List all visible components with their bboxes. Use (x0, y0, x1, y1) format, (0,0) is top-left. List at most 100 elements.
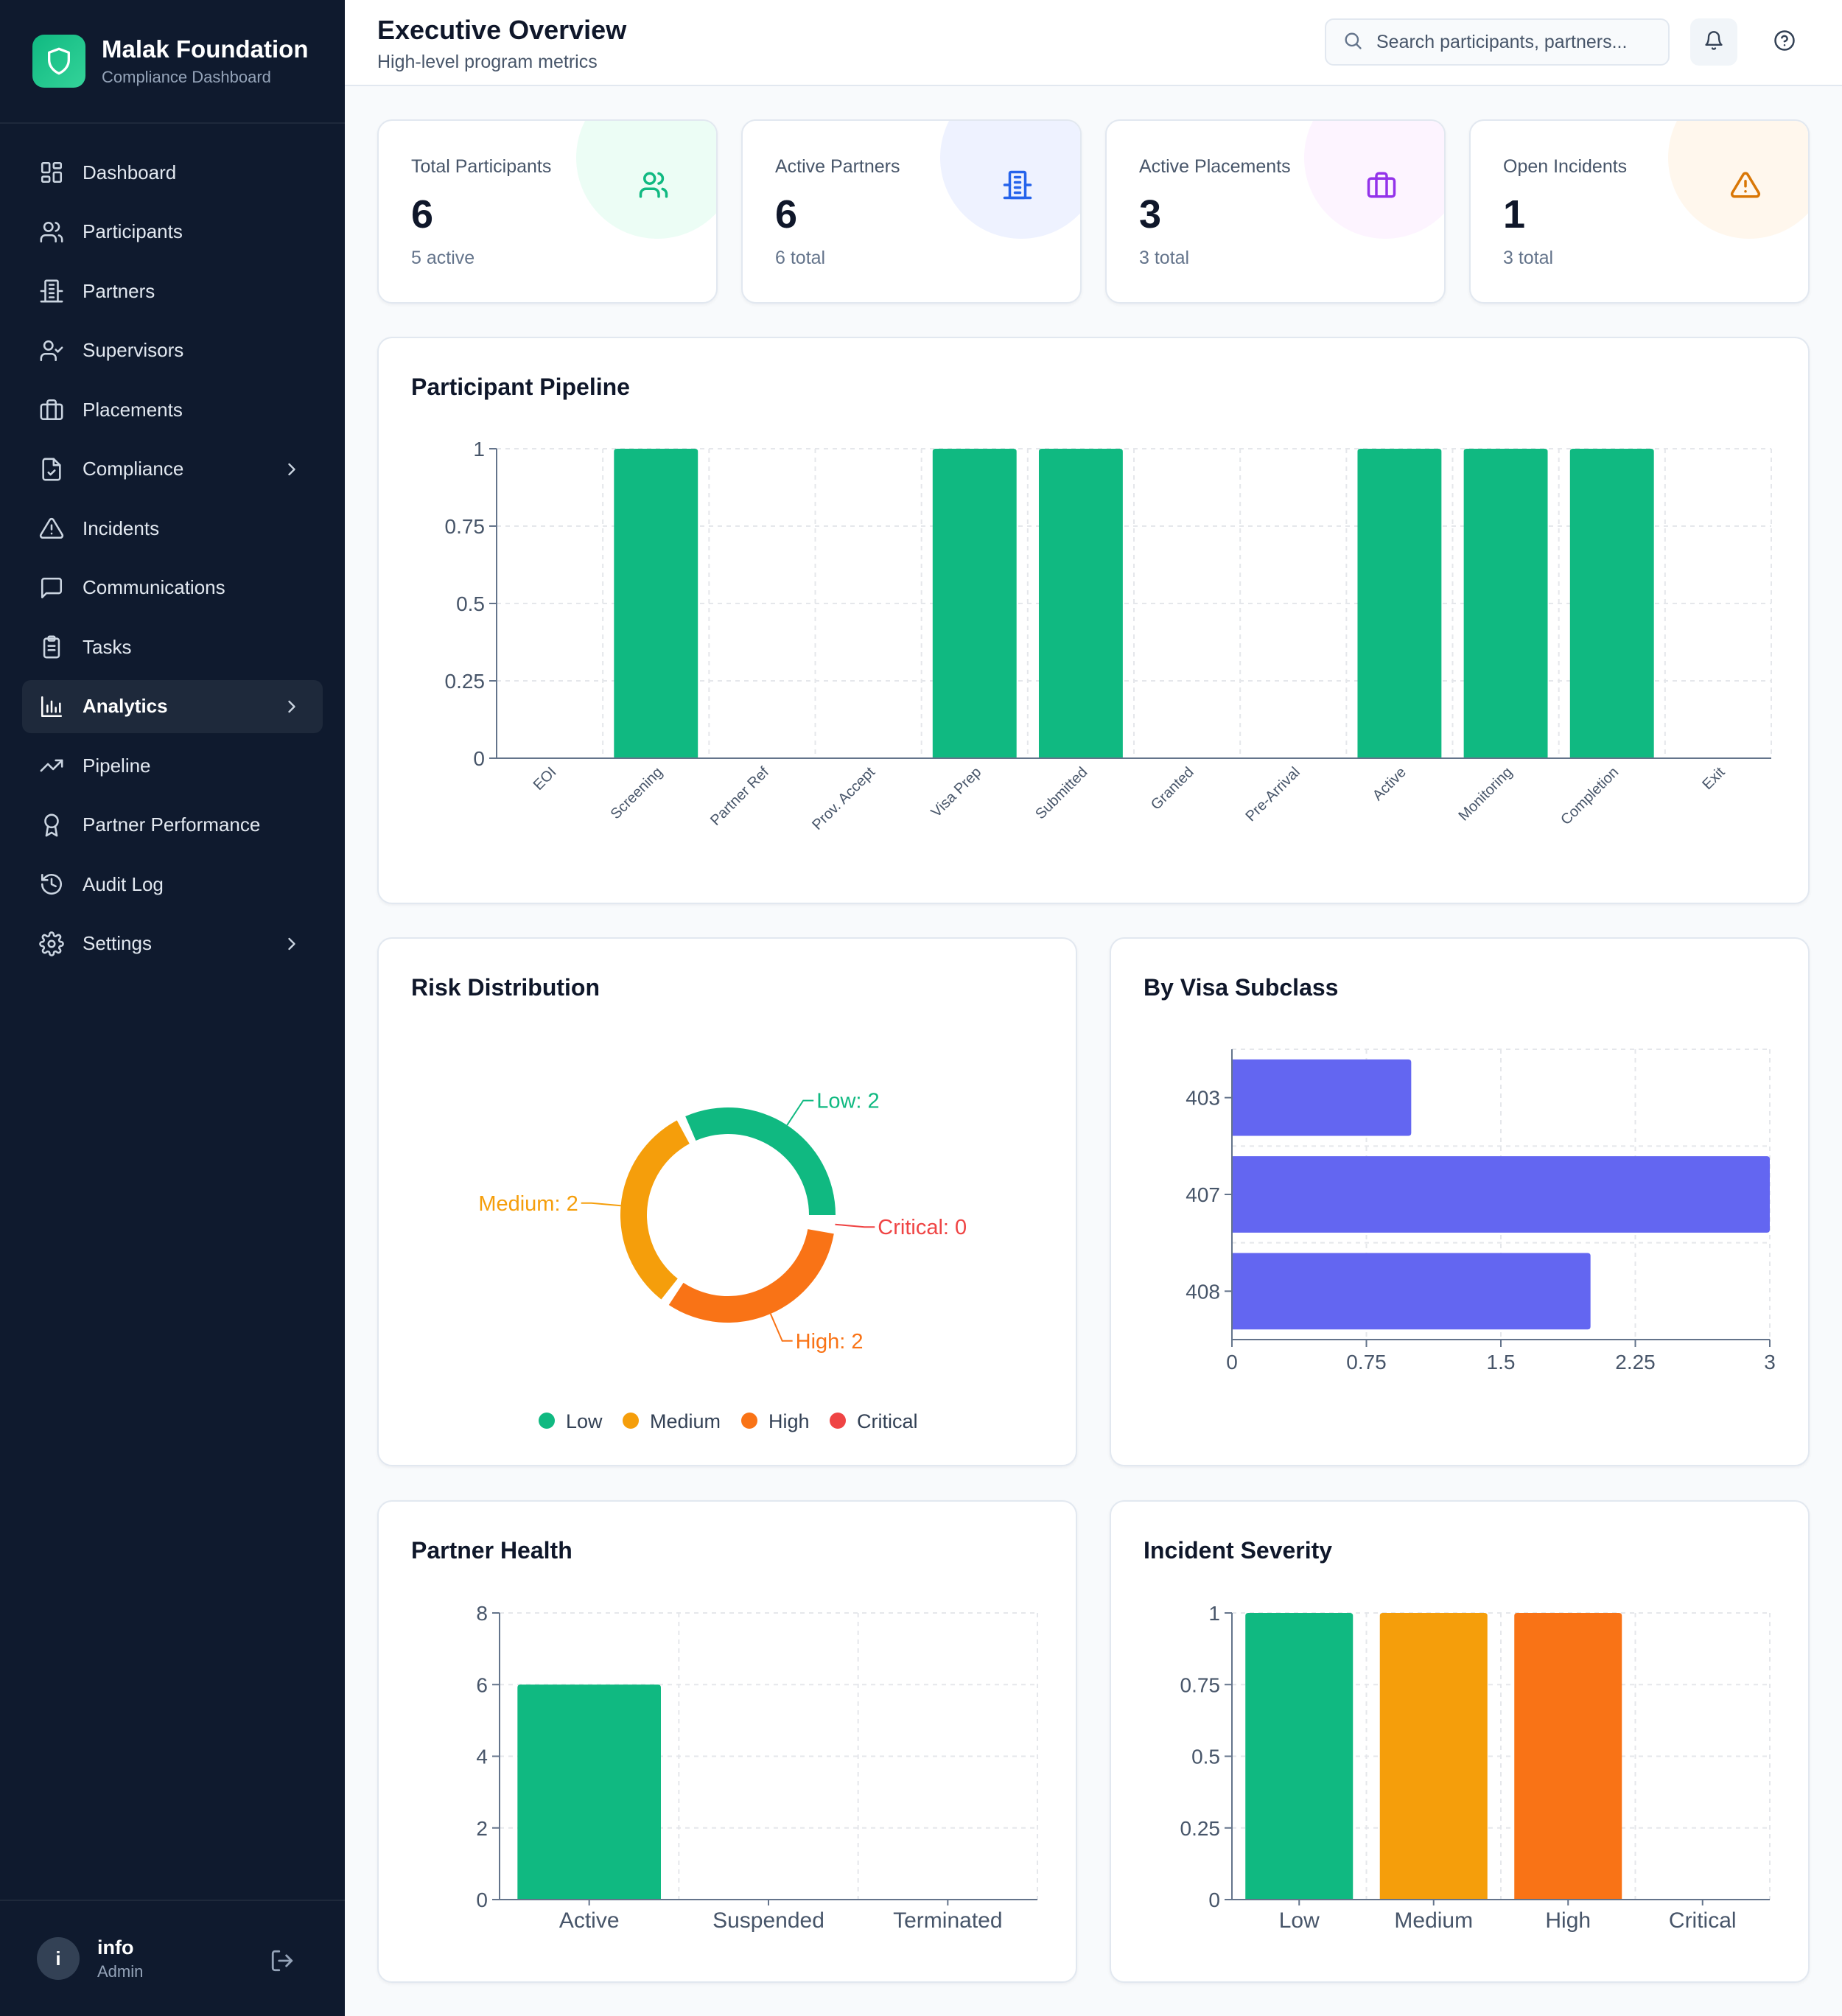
x-tick-label: Suspended (712, 1908, 824, 1933)
sidebar-item-label: Tasks (83, 635, 132, 658)
sidebar-item-compliance[interactable]: Compliance (22, 443, 323, 496)
x-tick-label: Granted (1148, 764, 1197, 813)
y-tick-label: 0.75 (1180, 1673, 1221, 1696)
stat-card[interactable]: Open Incidents 1 3 total (1469, 119, 1810, 304)
x-tick-label: Terminated (893, 1908, 1002, 1933)
sidebar-item-partner-performance[interactable]: Partner Performance (22, 799, 323, 852)
y-tick-label: 1 (1208, 1602, 1220, 1625)
stat-subtext: 3 total (1139, 248, 1190, 268)
label-leader (769, 1313, 793, 1342)
y-tick-label: 407 (1186, 1183, 1220, 1206)
donut-slice (668, 1229, 834, 1323)
label-leader (786, 1099, 814, 1126)
stat-card[interactable]: Active Partners 6 6 total (741, 119, 1082, 304)
x-tick-label: Exit (1699, 764, 1728, 793)
logout-icon[interactable] (270, 1948, 295, 1973)
visa-chart-card: By Visa Subclass 0 0.75 1.5 2.25 3 403 407 408 (1110, 937, 1810, 1466)
message-icon (38, 575, 65, 601)
sidebar-item-communications[interactable]: Communications (22, 561, 323, 615)
shield-logo-icon (32, 35, 85, 88)
x-tick-label: Medium (1394, 1908, 1473, 1933)
bar (1463, 449, 1548, 758)
bar (614, 449, 698, 758)
avatar[interactable]: i (37, 1937, 80, 1980)
y-tick-label: 0 (473, 747, 485, 770)
donut-slice (685, 1107, 836, 1215)
search-placeholder: Search participants, partners... (1376, 31, 1628, 52)
stat-value: 1 (1503, 192, 1526, 237)
page-subtitle: High-level program metrics (377, 52, 598, 72)
help-icon (1773, 29, 1796, 55)
stat-card[interactable]: Total Participants 6 5 active (377, 119, 718, 304)
slice-label: High: 2 (796, 1330, 864, 1354)
sidebar-item-dashboard[interactable]: Dashboard (22, 146, 323, 199)
stat-value: 6 (775, 192, 798, 237)
y-tick-label: 4 (476, 1746, 488, 1768)
building-icon (985, 153, 1050, 217)
slice-label: Medium: 2 (478, 1192, 578, 1216)
sidebar-item-pipeline[interactable]: Pipeline (22, 739, 323, 792)
x-tick-label: Submitted (1032, 764, 1090, 822)
x-tick-label: 2.25 (1615, 1351, 1656, 1373)
x-tick-label: Prov. Accept (809, 764, 878, 833)
x-tick-label: High (1545, 1908, 1591, 1933)
legend-swatch (830, 1413, 846, 1429)
stat-label: Active Partners (775, 156, 900, 177)
x-tick-label: 1.5 (1487, 1351, 1516, 1373)
brand[interactable]: Malak Foundation Compliance Dashboard (0, 0, 345, 124)
stat-subtext: 6 total (775, 248, 826, 268)
brand-subtitle: Compliance Dashboard (102, 68, 271, 86)
y-tick-label: 0.25 (1180, 1817, 1221, 1840)
legend-swatch (741, 1413, 757, 1429)
y-tick-label: 2 (476, 1817, 488, 1840)
legend-label: Critical (857, 1410, 918, 1432)
sidebar-item-settings[interactable]: Settings (22, 917, 323, 970)
sidebar-item-supervisors[interactable]: Supervisors (22, 324, 323, 377)
sidebar-item-partners[interactable]: Partners (22, 265, 323, 318)
help-button[interactable] (1761, 18, 1808, 66)
legend-swatch (623, 1413, 639, 1429)
chart-title: Incident Severity (1144, 1537, 1333, 1564)
briefcase-icon (38, 396, 65, 423)
bar (1232, 1253, 1591, 1330)
gear-icon (38, 931, 65, 957)
user-profile: i info Admin (0, 1900, 345, 2016)
x-tick-label: Pre-Arrival (1242, 764, 1303, 825)
sidebar-item-incidents[interactable]: Incidents (22, 502, 323, 555)
stat-card[interactable]: Active Placements 3 3 total (1105, 119, 1446, 304)
stat-value: 3 (1139, 192, 1162, 237)
users-icon (621, 153, 686, 217)
bell-icon (1703, 30, 1724, 55)
sidebar-item-label: Incidents (83, 517, 160, 539)
x-tick-label: Critical (1669, 1908, 1737, 1933)
search-icon (1342, 30, 1363, 55)
y-tick-label: 0 (476, 1889, 488, 1911)
y-tick-label: 0.25 (445, 670, 486, 693)
trend-icon (38, 752, 65, 779)
chart-title: Participant Pipeline (411, 374, 630, 400)
sidebar-item-participants[interactable]: Participants (22, 206, 323, 259)
sidebar-item-audit-log[interactable]: Audit Log (22, 858, 323, 911)
x-tick-label: Monitoring (1456, 764, 1516, 825)
y-tick-label: 408 (1186, 1280, 1220, 1303)
sidebar-item-placements[interactable]: Placements (22, 383, 323, 436)
stat-label: Open Incidents (1503, 156, 1628, 177)
notifications-button[interactable] (1690, 18, 1737, 66)
sidebar-item-label: Dashboard (83, 161, 177, 183)
bar (1357, 449, 1442, 758)
search-input[interactable]: Search participants, partners... (1325, 18, 1670, 66)
sidebar-item-tasks[interactable]: Tasks (22, 620, 323, 673)
chart-title: By Visa Subclass (1144, 974, 1339, 1001)
sidebar-item-label: Compliance (83, 458, 184, 480)
sidebar-item-label: Participants (83, 220, 183, 242)
x-tick-label: 3 (1764, 1351, 1776, 1373)
y-tick-label: 0.5 (456, 592, 485, 615)
top-header: Executive Overview High-level program me… (345, 0, 1842, 86)
x-tick-label: Screening (608, 764, 666, 822)
sidebar-item-analytics[interactable]: Analytics (22, 679, 323, 733)
briefcase-icon (1349, 153, 1414, 217)
y-tick-label: 403 (1186, 1087, 1220, 1110)
x-tick-label: Visa Prep (928, 764, 985, 821)
users-icon (38, 219, 65, 245)
warning-icon (1713, 153, 1778, 217)
